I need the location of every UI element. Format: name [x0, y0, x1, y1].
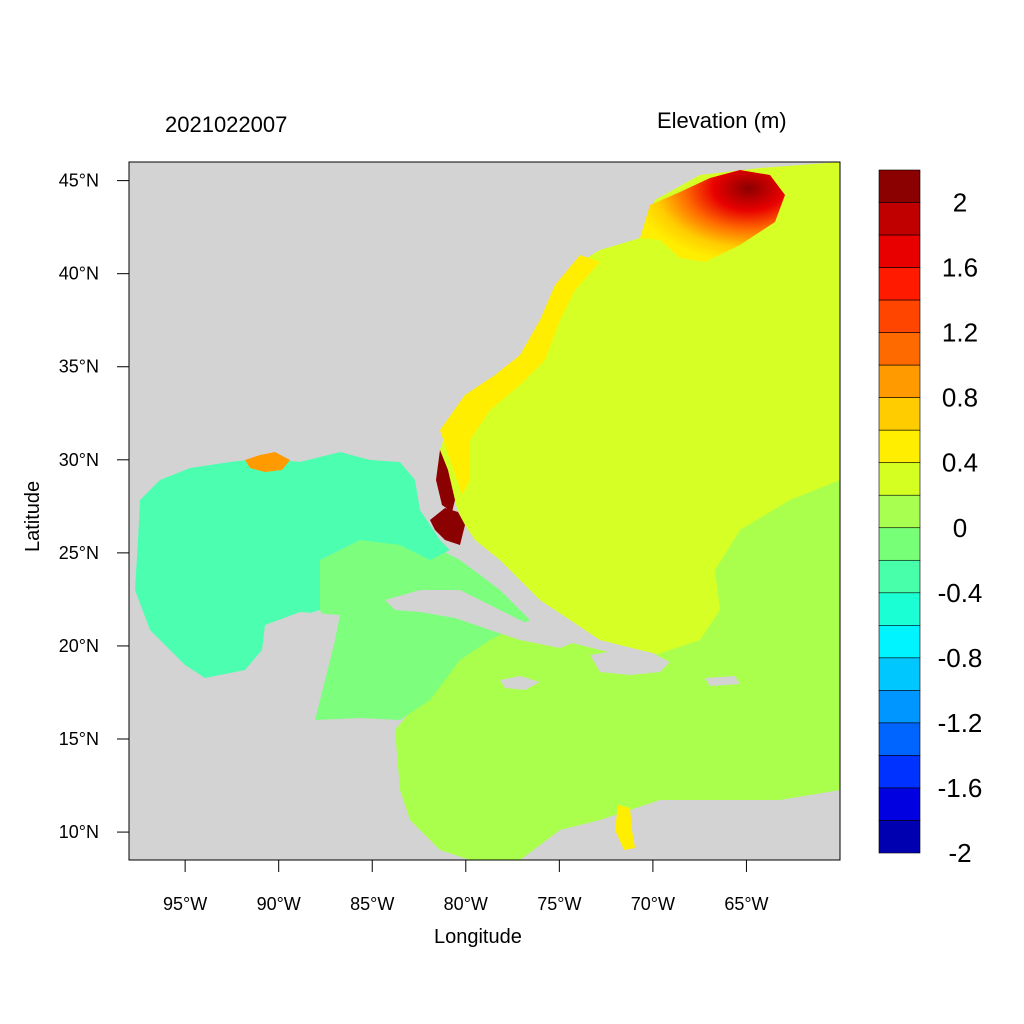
- colorbar-label: 0.8: [942, 383, 978, 413]
- hispaniola-island: [590, 650, 670, 675]
- louisiana-surge: [245, 452, 290, 472]
- colorbar-cell: [878, 820, 921, 854]
- colorbar: 2 1.6 1.2 0.8 0.4 0 -0.4 -0.8 -1.2 -1.6 -2: [878, 169, 983, 868]
- colorbar-cell: [878, 267, 921, 301]
- y-tick-label: 10°N: [59, 822, 99, 842]
- x-axis-ticks: 95°W 90°W 85°W 80°W 75°W 70°W 65°W: [163, 860, 769, 914]
- x-tick-label: 65°W: [724, 894, 768, 914]
- colorbar-label: 1.2: [942, 318, 978, 348]
- colorbar-cell: [878, 364, 921, 398]
- colorbar-cell: [878, 462, 921, 496]
- coastal-band: [440, 255, 600, 495]
- y-tick-label: 35°N: [59, 357, 99, 377]
- colorbar-cell: [878, 332, 921, 366]
- gulf-of-mexico: [135, 452, 450, 678]
- x-tick-label: 70°W: [631, 894, 675, 914]
- x-tick-label: 85°W: [350, 894, 394, 914]
- colorbar-cell: [878, 755, 921, 789]
- yucatan-peninsula: [262, 612, 340, 720]
- y-tick-label: 20°N: [59, 636, 99, 656]
- puerto-rico-island: [705, 676, 740, 686]
- colorbar-cell: [878, 397, 921, 431]
- colorbar-label: 2: [953, 188, 967, 218]
- colorbar-cell: [878, 494, 921, 529]
- colorbar-cell: [878, 559, 921, 594]
- jamaica-island: [500, 676, 540, 690]
- colorbar-label: -1.2: [938, 708, 983, 738]
- timestamp-label: 2021022007: [165, 112, 288, 137]
- y-axis-ticks: 10°N 15°N 20°N 25°N 30°N 35°N 40°N 45°N: [59, 171, 129, 842]
- colorbar-cell: [878, 169, 921, 203]
- colorbar-label: 0: [953, 513, 967, 543]
- colorbar-label: -0.4: [938, 578, 983, 608]
- colorbar-label: -0.8: [938, 643, 983, 673]
- colorbar-cell: [878, 625, 921, 659]
- colorbar-cell: [878, 202, 921, 236]
- colorbar-cell: [878, 592, 921, 626]
- colorbar-cell: [878, 429, 921, 464]
- colorbar-cell: [878, 299, 921, 333]
- variable-label: Elevation (m): [657, 108, 787, 133]
- x-tick-label: 90°W: [257, 894, 301, 914]
- y-tick-label: 40°N: [59, 264, 99, 284]
- map-plot-area: [129, 162, 840, 860]
- florida-surge: [430, 508, 465, 545]
- cuba-island: [385, 590, 575, 648]
- colorbar-cell: [878, 722, 921, 756]
- y-tick-label: 25°N: [59, 543, 99, 563]
- x-axis-label: Longitude: [434, 926, 522, 948]
- colorbar-cell: [878, 787, 921, 821]
- y-tick-label: 45°N: [59, 171, 99, 191]
- x-tick-label: 80°W: [444, 894, 488, 914]
- y-tick-label: 30°N: [59, 450, 99, 470]
- colorbar-label: 0.4: [942, 448, 978, 478]
- colorbar-cell: [878, 657, 921, 691]
- colorbar-label: -1.6: [938, 773, 983, 803]
- florida-surge-coast: [436, 450, 455, 512]
- plot-frame: [128, 161, 841, 861]
- y-tick-label: 15°N: [59, 729, 99, 749]
- colorbar-label: -2: [948, 838, 971, 868]
- caribbean-west: [315, 540, 530, 720]
- colorbar-cell: [878, 690, 921, 724]
- lake-maracaibo: [615, 805, 635, 850]
- x-tick-label: 75°W: [537, 894, 581, 914]
- colorbar-label: 1.6: [942, 253, 978, 283]
- gulf-of-maine-anomaly: [640, 170, 785, 262]
- x-tick-label: 95°W: [163, 894, 207, 914]
- colorbar-cell: [878, 527, 921, 561]
- colorbar-cell: [878, 234, 921, 268]
